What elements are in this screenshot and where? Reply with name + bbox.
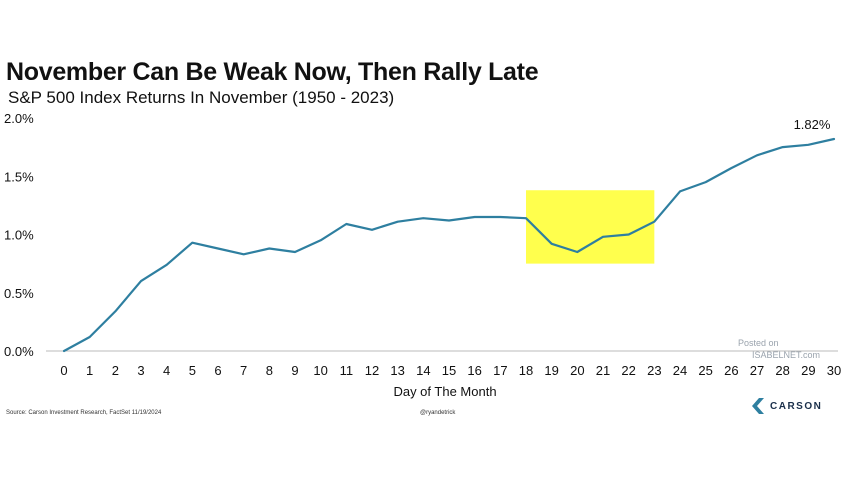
x-tick-label: 0 [60, 363, 67, 378]
x-tick-label: 18 [519, 363, 533, 378]
x-tick-label: 21 [596, 363, 610, 378]
x-tick-label: 13 [390, 363, 404, 378]
source-note: Source: Carson Investment Research, Fact… [6, 410, 162, 416]
x-tick-label: 29 [801, 363, 815, 378]
chart-subtitle: S&P 500 Index Returns In November (1950 … [8, 88, 395, 107]
x-tick-label: 20 [570, 363, 584, 378]
x-tick-label: 14 [416, 363, 430, 378]
x-tick-label: 2 [112, 363, 119, 378]
watermark-site: ISABELNET.com [752, 350, 821, 360]
x-tick-label: 11 [340, 363, 354, 378]
x-tick-label: 28 [775, 363, 789, 378]
y-tick-label: 1.5% [4, 169, 34, 184]
watermark-posted-on: Posted on [738, 338, 779, 348]
x-tick-label: 16 [467, 363, 481, 378]
carson-logo-icon [752, 398, 764, 414]
x-tick-label: 27 [750, 363, 764, 378]
chart-title: November Can Be Weak Now, Then Rally Lat… [6, 58, 539, 86]
x-tick-label: 12 [365, 363, 379, 378]
x-axis-title: Day of The Month [393, 384, 496, 399]
y-tick-label: 1.0% [4, 228, 34, 243]
y-tick-label: 0.5% [4, 286, 34, 301]
x-tick-label: 6 [214, 363, 221, 378]
x-tick-label: 15 [442, 363, 456, 378]
carson-logo-text: CARSON [770, 400, 823, 412]
series-line [62, 137, 836, 353]
x-tick-label: 9 [291, 363, 298, 378]
x-tick-label: 17 [493, 363, 507, 378]
carson-logo: CARSON [752, 398, 822, 414]
x-tick-label: 30 [827, 363, 841, 378]
x-tick-label: 22 [621, 363, 635, 378]
author-handle: @ryandetrick [420, 410, 456, 416]
highlight-box [526, 190, 655, 264]
x-tick-label: 19 [544, 363, 558, 378]
x-tick-label: 7 [240, 363, 247, 378]
x-tick-label: 8 [266, 363, 273, 378]
x-tick-label: 10 [313, 363, 327, 378]
x-tick-label: 25 [698, 363, 712, 378]
y-tick-label: 0.0% [4, 344, 34, 359]
x-tick-label: 26 [724, 363, 738, 378]
x-tick-label: 3 [137, 363, 144, 378]
x-tick-label: 23 [647, 363, 661, 378]
x-tick-label: 4 [163, 363, 170, 378]
x-tick-label: 1 [86, 363, 93, 378]
x-tick-label: 24 [673, 363, 687, 378]
y-tick-label: 2.0% [4, 111, 34, 126]
x-tick-label: 5 [189, 363, 196, 378]
data-label-last: 1.82% [794, 117, 831, 132]
